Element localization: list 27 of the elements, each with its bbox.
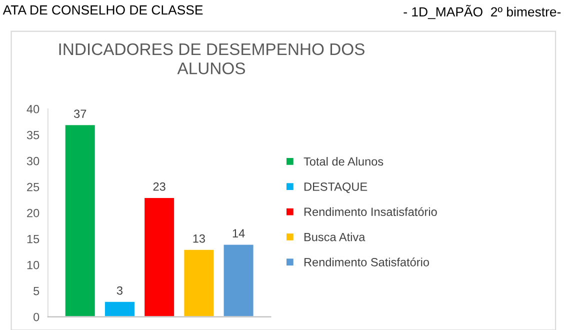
chart-title: INDICADORES DE DESEMPENHO DOS ALUNOS bbox=[59, 43, 364, 74]
data-label: 14 bbox=[232, 229, 245, 238]
y-tick-label: 5 bbox=[34, 286, 40, 296]
y-tick-label: 10 bbox=[27, 260, 40, 270]
y-tick-label: 35 bbox=[26, 130, 40, 140]
y-tick-label: 20 bbox=[27, 208, 40, 218]
data-label: 13 bbox=[193, 234, 205, 243]
data-label: 23 bbox=[153, 182, 166, 191]
legend-label: Busca Ativa bbox=[304, 232, 366, 242]
legend-label: DESTAQUE bbox=[304, 182, 368, 193]
bar bbox=[182, 248, 216, 317]
data-label: 3 bbox=[116, 286, 122, 295]
data-label: 37 bbox=[74, 110, 86, 118]
legend-label: Total de Alunos bbox=[304, 157, 384, 166]
bar bbox=[143, 196, 176, 317]
legend-label: Rendimento Insatisfatório bbox=[304, 207, 437, 216]
legend-label: Rendimento Satisfatório bbox=[304, 258, 430, 266]
bar bbox=[222, 243, 255, 317]
text: - 1D_MAPÃO 2º bimestre- bbox=[404, 4, 561, 20]
bar bbox=[104, 300, 136, 317]
y-tick-label: 30 bbox=[26, 156, 40, 166]
y-tick-label: 40 bbox=[26, 104, 40, 114]
text: ATA DE CONSELHO DE CLASSE bbox=[2, 5, 203, 15]
y-tick-label: 25 bbox=[27, 182, 40, 192]
y-tick-label: 15 bbox=[27, 234, 40, 244]
y-tick-label: 0 bbox=[34, 312, 40, 322]
bar bbox=[64, 124, 96, 317]
